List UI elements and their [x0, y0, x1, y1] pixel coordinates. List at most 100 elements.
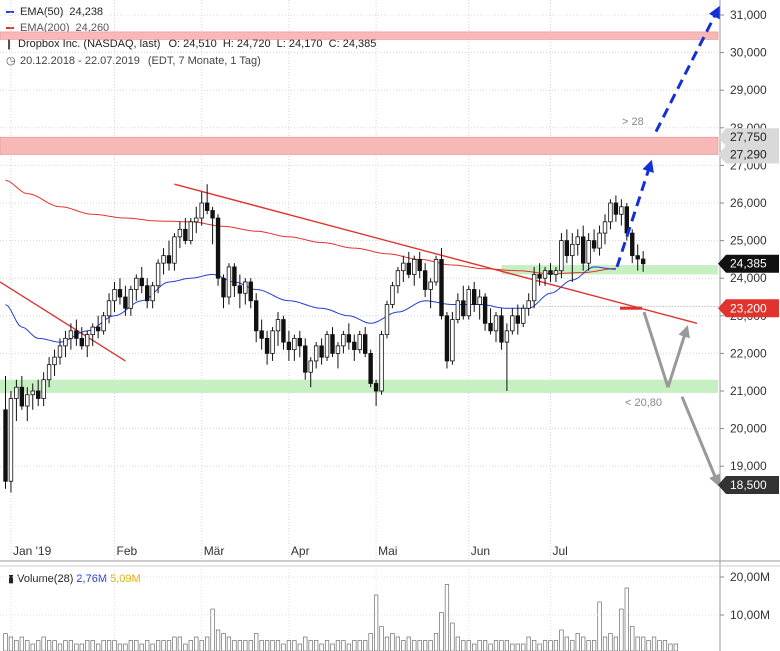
volume-bar	[3, 633, 8, 651]
volume-bar	[303, 636, 308, 651]
volume-bar	[215, 629, 221, 651]
volume-bar	[635, 636, 640, 651]
candle-body	[461, 300, 466, 317]
candle-body	[428, 281, 433, 290]
y-tick-label: 26,000	[730, 196, 767, 210]
support-zone	[0, 379, 718, 393]
x-tick-label: Mai	[378, 544, 397, 558]
volume-bar	[395, 636, 401, 651]
volume-bar	[46, 640, 52, 651]
volume-bar	[341, 640, 346, 651]
volume-bar	[668, 643, 673, 651]
y-tick-label: 20,000	[730, 422, 767, 436]
candle-body	[526, 300, 531, 309]
ema50-value: 24,238	[69, 6, 104, 18]
candle-body	[286, 341, 292, 351]
candle-body	[3, 409, 8, 482]
candle-body	[444, 315, 450, 362]
volume-bar	[314, 640, 319, 651]
candle-body	[564, 240, 570, 257]
volume-bar	[472, 643, 477, 651]
candle-body	[504, 330, 510, 343]
candle-body	[635, 255, 640, 260]
volume-bar	[232, 640, 237, 651]
support-zone	[501, 265, 718, 275]
volume-bar	[461, 640, 466, 651]
x-tick-label: Feb	[117, 544, 138, 558]
volume-bar	[346, 643, 351, 651]
candle-body	[482, 296, 488, 324]
candle-body	[68, 330, 74, 339]
volume-label: ▮ Volume(28)	[8, 573, 76, 585]
price-flag	[718, 299, 779, 318]
volume-bar	[237, 640, 242, 651]
volume-bar	[532, 640, 537, 651]
volume-bar	[161, 640, 166, 651]
volume-bar	[624, 587, 629, 651]
candle-body	[264, 337, 270, 354]
volume-bar	[581, 636, 586, 651]
candle-body	[172, 236, 177, 264]
candle-body	[619, 206, 624, 215]
candle-body	[346, 334, 352, 343]
volume-bar	[270, 640, 275, 651]
volume-bar	[368, 633, 373, 651]
price-flag	[718, 476, 779, 494]
volume-bar	[145, 640, 150, 651]
volume-bar	[264, 640, 270, 651]
volume-bar	[608, 633, 613, 651]
volume-bar	[564, 636, 569, 651]
x-tick-label: Apr	[291, 544, 310, 558]
time-axis: Jan '19 Feb Mär Apr Mai Jun Jul	[13, 544, 568, 558]
volume-bar	[330, 643, 335, 651]
ema50-swatch	[6, 11, 14, 14]
volume-bar	[243, 640, 248, 651]
candle-body	[199, 202, 204, 219]
volume-bar	[619, 608, 624, 651]
candle-body	[95, 326, 101, 332]
volume-bar	[275, 640, 281, 651]
volume-bar	[450, 622, 455, 651]
volume-bar	[248, 640, 253, 651]
volume-bar	[428, 640, 433, 651]
volume-bar	[477, 640, 482, 651]
volume-bar	[36, 640, 41, 651]
volume-bar	[281, 643, 286, 651]
volume-bar	[466, 640, 471, 651]
volume-bar	[194, 636, 199, 651]
volume-bar	[373, 594, 379, 651]
volume-bar	[319, 643, 324, 651]
volume-bar	[14, 640, 19, 651]
volume-bar	[439, 612, 444, 651]
candle-body	[395, 270, 401, 287]
volume-bar	[172, 636, 177, 651]
candle-body	[455, 300, 461, 320]
volume-bar	[90, 640, 95, 651]
volume-bar	[423, 640, 428, 651]
y-tick-label: 31,000	[730, 8, 767, 22]
volume-bar	[128, 640, 133, 651]
volume-bar	[657, 640, 662, 651]
candle-body	[150, 285, 155, 302]
candle-body	[8, 398, 14, 482]
ohlc-values: O: 24,510 H: 24,720 L: 24,170 C: 24,385	[168, 38, 377, 50]
candle-body	[559, 240, 564, 272]
y-tick-label: 25,000	[730, 234, 767, 248]
y-tick-label: 29,000	[730, 83, 767, 97]
volume-bar	[221, 633, 226, 651]
volume-bar	[630, 626, 635, 651]
ema200-swatch	[6, 27, 14, 30]
candle-body	[161, 255, 166, 264]
candle-body	[177, 228, 183, 238]
candle-body	[106, 300, 112, 317]
volume-bar	[482, 640, 488, 651]
ema200-value: 24,260	[75, 22, 110, 34]
volume-bar	[166, 640, 172, 651]
volume-bar	[297, 643, 302, 651]
candle-body	[422, 270, 428, 290]
candle-body	[531, 274, 537, 302]
candle-body	[471, 289, 477, 305]
volume-bar	[521, 643, 526, 651]
candle-body	[297, 337, 302, 347]
projection-arrows	[615, 5, 721, 487]
